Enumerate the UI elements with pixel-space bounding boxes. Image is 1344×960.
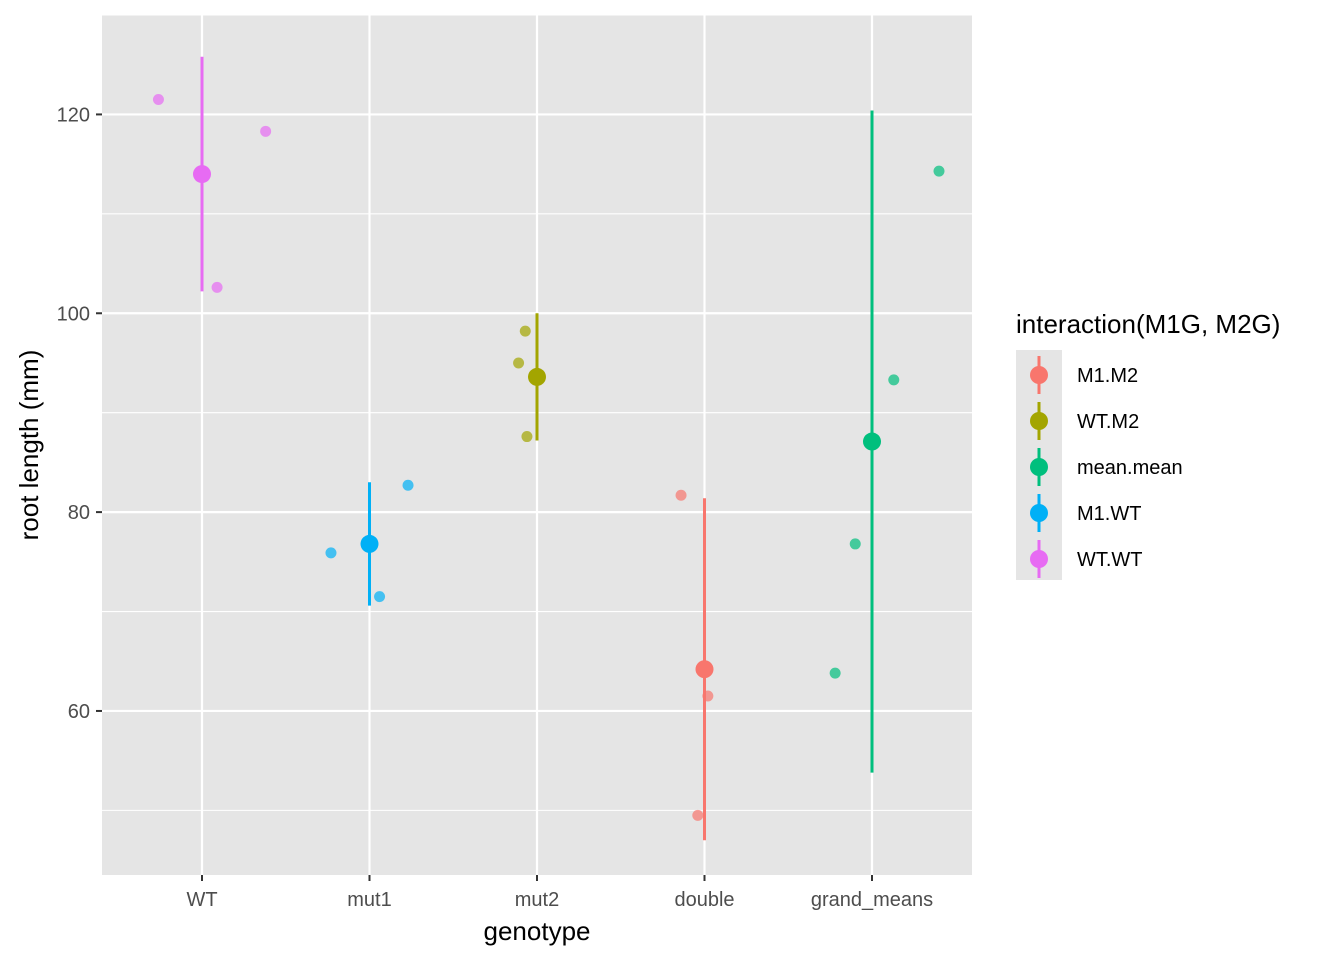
y-tick-label: 80 [68,502,90,524]
data-point-M1.WT [402,479,414,491]
data-point-mean.mean [933,165,945,177]
plot-marks [152,56,945,841]
x-tick-label: WT [186,889,217,911]
x-tick-label: mut1 [347,889,391,911]
data-point-M1.M2 [702,690,714,702]
legend-label: M1.M2 [1077,365,1138,387]
x-tick-label: grand_means [811,889,933,911]
y-tick-label: 120 [57,104,90,126]
y-axis: 60 80 100 120 [57,104,102,723]
x-tick-label: double [674,889,734,911]
x-axis-title: genotype [484,916,591,946]
legend-label: WT.M2 [1077,411,1139,433]
data-point-M1.WT [374,591,386,603]
data-point-WT.WT [211,281,223,293]
legend-key-point [1030,458,1048,476]
legend-label: WT.WT [1077,549,1143,571]
legend-key-point [1030,550,1048,568]
legend-key-point [1030,366,1048,384]
data-point-WT.WT [152,94,164,106]
data-point-mean.mean [888,374,900,386]
mean-point-mean.mean [863,432,881,451]
data-point-M1.M2 [692,809,704,821]
x-axis: WT mut1 mut2 double grand_means [186,875,933,911]
data-point-WT.WT [260,125,272,137]
y-tick-label: 100 [57,303,90,325]
y-axis-title: root length (mm) [14,350,44,541]
data-point-M1.M2 [675,489,687,501]
data-point-WT.M2 [513,357,525,369]
legend: interaction(M1G, M2G) M1.M2 WT.M2 mean.mea… [1016,309,1280,580]
legend-key-point [1030,504,1048,522]
legend-key-point [1030,412,1048,430]
data-point-mean.mean [849,538,861,550]
mean-point-WT.WT [193,165,211,184]
legend-label: mean.mean [1077,457,1183,479]
mean-point-M1.M2 [695,660,714,679]
mean-point-M1.WT [360,534,379,553]
legend-label: M1.WT [1077,503,1141,525]
data-point-mean.mean [829,667,841,679]
x-tick-label: mut2 [515,889,559,911]
y-tick-label: 60 [68,701,90,723]
mean-point-WT.M2 [528,367,546,386]
data-point-WT.M2 [519,325,531,337]
legend-title: interaction(M1G, M2G) [1016,309,1280,339]
data-point-WT.M2 [521,431,533,443]
data-point-M1.WT [325,547,337,559]
